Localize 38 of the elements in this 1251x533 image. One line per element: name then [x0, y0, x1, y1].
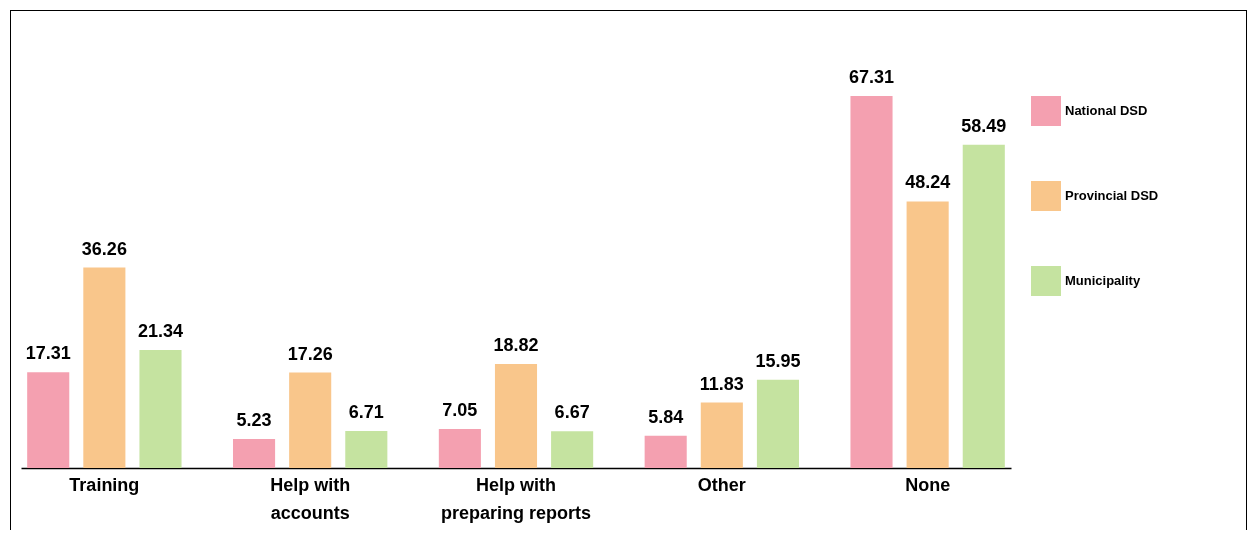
data-label: 5.23 — [236, 410, 272, 431]
data-label: 7.05 — [442, 400, 478, 421]
data-label: 48.24 — [905, 172, 951, 193]
data-label: 5.84 — [648, 406, 684, 427]
data-label: 15.95 — [755, 350, 801, 371]
legend-label: Provincial DSD — [1065, 188, 1159, 203]
legend-label: National DSD — [1065, 103, 1148, 118]
bar — [139, 350, 182, 468]
bar — [700, 402, 743, 468]
bar — [289, 372, 332, 468]
bar — [906, 201, 949, 468]
bar — [962, 144, 1005, 468]
bar — [850, 96, 893, 468]
data-label: 11.83 — [699, 373, 744, 394]
x-tick-label: Training — [69, 474, 140, 495]
data-label: 17.31 — [25, 343, 71, 364]
x-tick-label: Other — [697, 474, 746, 495]
bar — [644, 435, 687, 468]
bar — [345, 430, 388, 468]
legend-label: Municipality — [1065, 273, 1141, 288]
data-label: 58.49 — [961, 115, 1007, 136]
x-tick-label: None — [905, 474, 951, 495]
data-label: 6.71 — [348, 401, 384, 422]
x-tick-label: Help with accounts — [270, 474, 351, 523]
data-label: 67.31 — [848, 67, 895, 87]
bar — [551, 431, 594, 468]
bar — [756, 379, 799, 468]
bar — [438, 429, 481, 468]
bar — [27, 372, 70, 468]
data-label: 36.26 — [81, 238, 127, 259]
bar — [83, 267, 126, 468]
data-label: 17.26 — [287, 343, 333, 364]
data-label: 6.67 — [554, 402, 590, 423]
bar — [494, 363, 538, 468]
bar — [233, 439, 276, 468]
data-label: 18.82 — [493, 334, 539, 355]
x-tick-label: Help with preparing reports — [440, 474, 592, 523]
data-label: 21.34 — [137, 321, 184, 342]
